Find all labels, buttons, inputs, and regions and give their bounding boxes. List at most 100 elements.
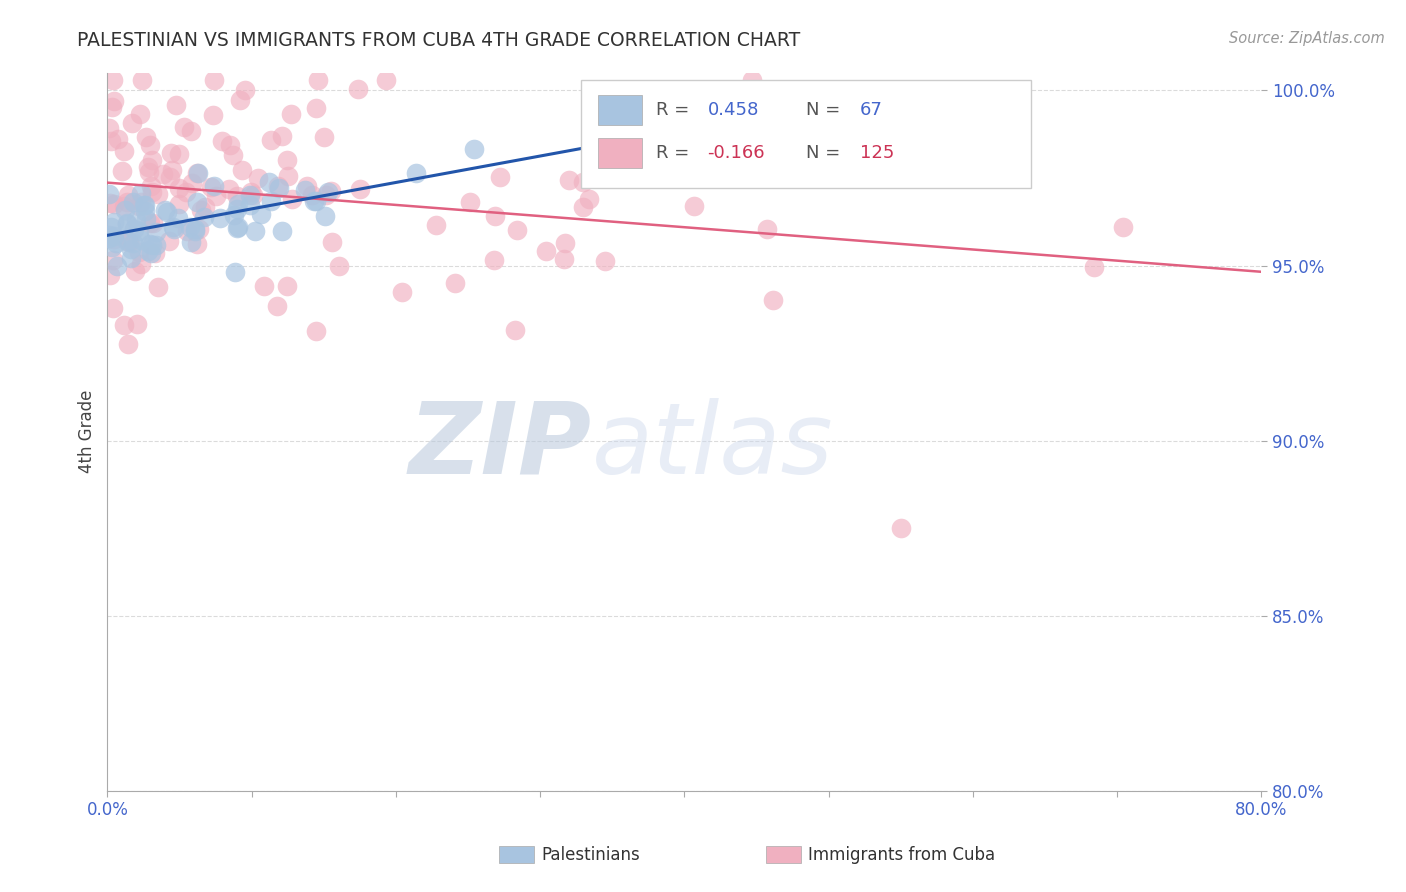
Point (890, 521, 912, 535)
Point (307, 73, 329, 87)
Point (100, 219, 122, 234)
Point (152, 167, 174, 181)
Point (103, 232, 125, 246)
Point (143, 246, 166, 260)
Point (131, 73, 153, 87)
Text: Palestinians: Palestinians (541, 846, 640, 863)
Point (271, 224, 294, 238)
Text: Immigrants from Cuba: Immigrants from Cuba (808, 846, 995, 863)
Point (503, 323, 526, 337)
Point (112, 144, 135, 158)
Point (163, 222, 186, 236)
Point (139, 216, 162, 230)
Point (558, 172, 581, 186)
Point (260, 133, 283, 147)
Point (115, 195, 138, 210)
Point (231, 163, 253, 178)
Point (141, 237, 163, 252)
Point (239, 187, 262, 202)
Point (239, 185, 262, 199)
Point (200, 180, 222, 194)
Point (135, 129, 157, 144)
Point (117, 337, 139, 351)
Point (374, 73, 396, 87)
Point (107, 131, 129, 145)
Point (553, 252, 575, 267)
Point (186, 166, 208, 180)
Point (134, 198, 156, 212)
Point (117, 235, 139, 249)
Point (571, 201, 593, 215)
Point (225, 202, 247, 216)
Point (156, 205, 179, 219)
Point (181, 176, 204, 190)
Point (595, 254, 617, 268)
Point (243, 224, 266, 238)
Point (160, 145, 183, 160)
Point (222, 208, 245, 222)
Point (122, 235, 145, 250)
Point (221, 148, 243, 162)
Point (506, 223, 529, 237)
Point (112, 199, 135, 213)
Point (294, 183, 316, 197)
Point (136, 244, 159, 259)
Point (349, 182, 371, 196)
Point (115, 216, 138, 230)
Point (463, 142, 485, 156)
Point (145, 225, 167, 239)
Point (97, 227, 120, 242)
Point (101, 73, 124, 87)
Point (180, 235, 202, 249)
Point (756, 222, 779, 236)
Point (117, 188, 139, 202)
Point (578, 192, 600, 206)
Point (316, 185, 339, 199)
Point (616, 166, 638, 180)
Point (100, 134, 122, 148)
Point (128, 224, 150, 238)
Point (103, 228, 125, 243)
Point (128, 244, 150, 259)
Point (98, 121, 121, 136)
Text: Source: ZipAtlas.com: Source: ZipAtlas.com (1229, 31, 1385, 46)
Point (157, 234, 180, 248)
Point (115, 217, 138, 231)
Point (141, 153, 163, 168)
Point (173, 120, 195, 135)
Point (295, 179, 318, 194)
Point (741, 73, 763, 87)
Point (118, 234, 141, 248)
Point (101, 100, 124, 114)
Point (167, 211, 190, 225)
Point (103, 196, 125, 211)
Point (276, 153, 298, 167)
Point (444, 276, 467, 290)
Point (121, 116, 143, 130)
Point (280, 106, 302, 120)
Point (105, 259, 128, 273)
Point (302, 194, 325, 208)
Text: N =: N = (806, 144, 845, 161)
Text: 67: 67 (859, 101, 883, 119)
Point (179, 219, 201, 234)
Point (247, 171, 270, 186)
Text: -0.166: -0.166 (707, 144, 765, 161)
Point (762, 293, 785, 307)
Point (103, 215, 125, 229)
Text: R =: R = (655, 101, 695, 119)
Point (208, 211, 231, 225)
Point (281, 192, 304, 206)
Point (224, 264, 246, 278)
Point (162, 219, 184, 234)
Point (138, 138, 160, 153)
Bar (598, 95, 641, 125)
Point (136, 161, 159, 175)
Point (145, 237, 167, 252)
Point (226, 220, 249, 235)
Point (124, 221, 146, 235)
Point (253, 279, 276, 293)
Point (159, 169, 181, 184)
Point (314, 209, 336, 223)
Point (301, 188, 323, 202)
